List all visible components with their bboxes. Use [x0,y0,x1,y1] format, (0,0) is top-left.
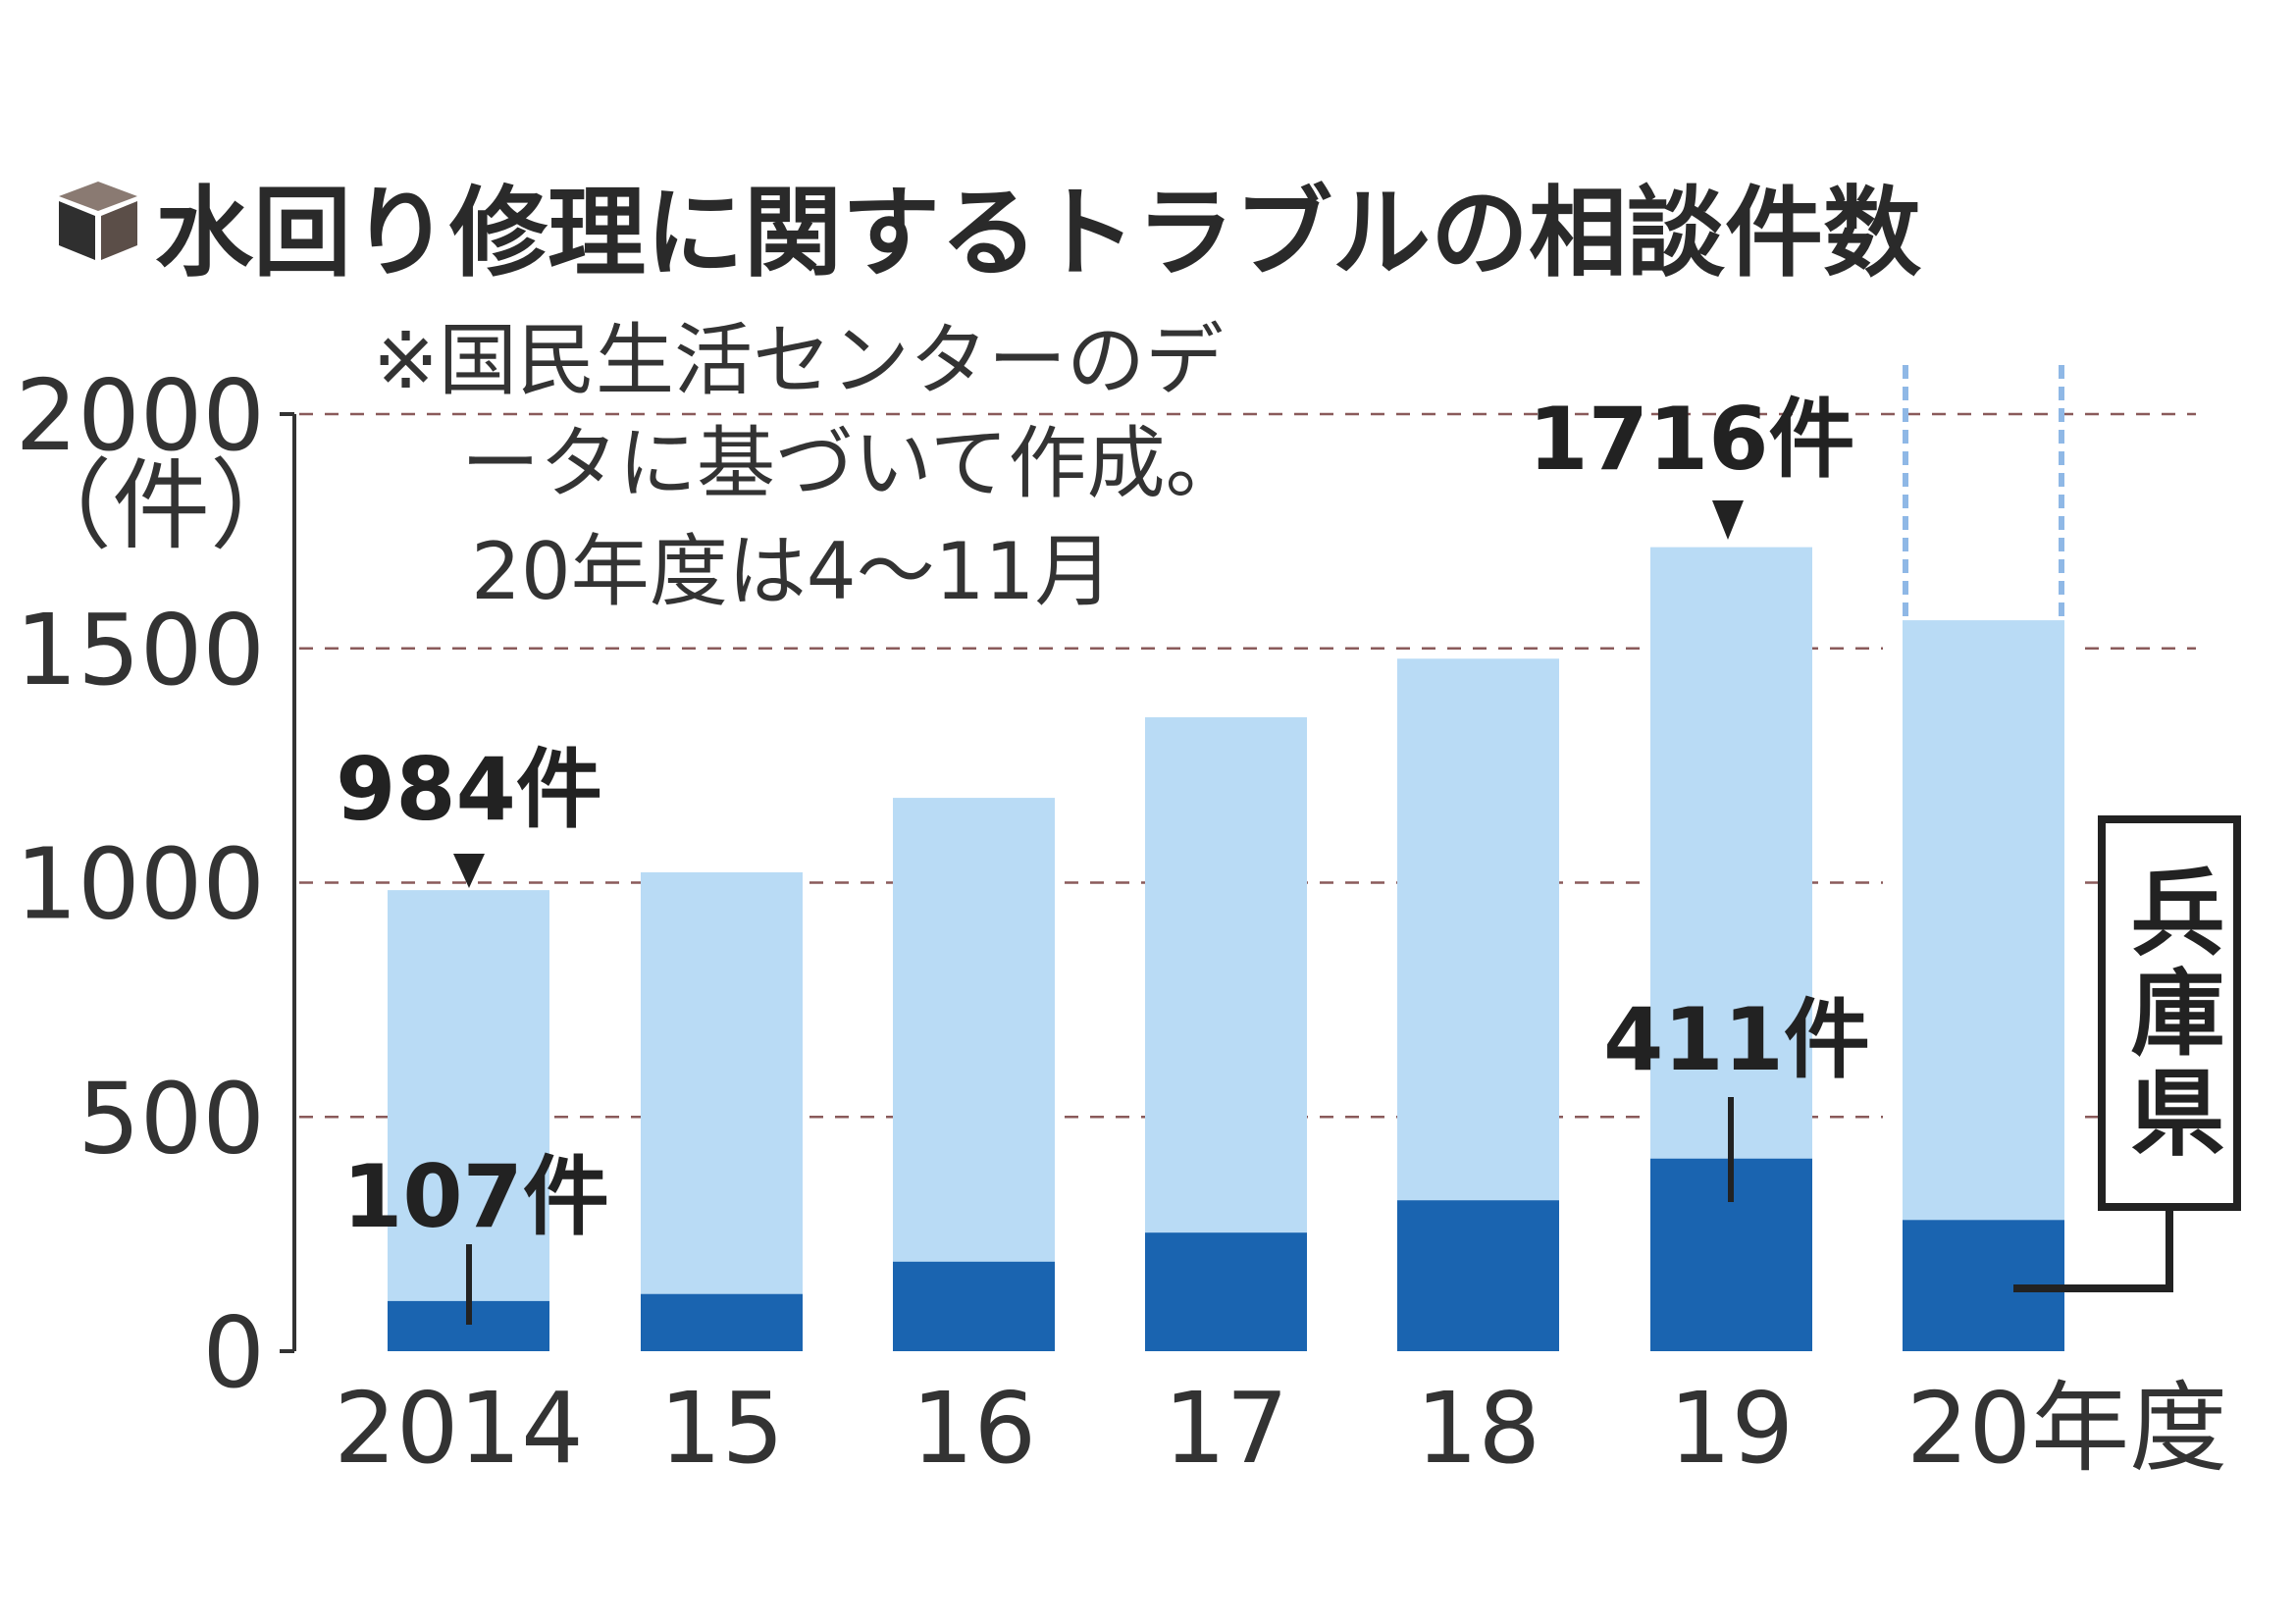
label-2019-total: 1716件 [1529,389,1855,490]
bar-total-15 [641,871,803,1351]
label-2014-total: 984件 [336,739,602,840]
cube-icon [59,182,137,260]
label-2014-hyogo: 107件 [342,1146,609,1247]
x-tick-label: 2014 [334,1371,584,1486]
marker-2019-total [1712,500,1744,540]
label-2019-hyogo: 411件 [1603,989,1870,1090]
bar-total-16 [893,798,1055,1351]
note-line-1: ※国民生活センターのデ [373,315,1224,406]
bar-hyogo-18 [1397,1200,1559,1351]
bar-hyogo-17 [1145,1232,1307,1351]
x-tick-label: 18 [1416,1371,1540,1486]
legend-label: 兵庫県 [2114,863,2224,1164]
note-line-2: ータに基づいて作成。 [461,418,1244,509]
y-tick-label: 500 [78,1061,265,1176]
bar-hyogo-15 [641,1293,803,1351]
chart-title: 水回り修理に関するトラブルの相談件数 [155,176,1921,290]
x-tick-labels: 2014 15 16 17 18 19 20年度 [334,1371,2227,1486]
legend-connector [2013,1207,2173,1292]
bars [388,365,2084,1351]
x-tick-label: 19 [1669,1371,1794,1486]
source-note: ※国民生活センターのデ ータに基づいて作成。 20年度は4～11月 [366,308,1251,624]
marker-2014-total [453,854,485,888]
x-tick-label: 16 [912,1371,1036,1486]
note-line-3: 20年度は4～11月 [471,526,1114,617]
bar-hyogo-16 [893,1261,1055,1351]
x-tick-label: 15 [659,1371,784,1486]
y-tick-label: 1000 [16,827,266,942]
y-tick-label: 1500 [16,593,266,707]
y-tick-label: 2000 [16,358,266,473]
x-tick-label: 17 [1164,1371,1288,1486]
y-tick-labels: 0 500 1000 1500 2000 [16,358,266,1410]
x-tick-label: 20年度 [1906,1371,2227,1486]
y-tick-label: 0 [202,1295,265,1410]
y-axis-unit: （件） [14,448,308,563]
